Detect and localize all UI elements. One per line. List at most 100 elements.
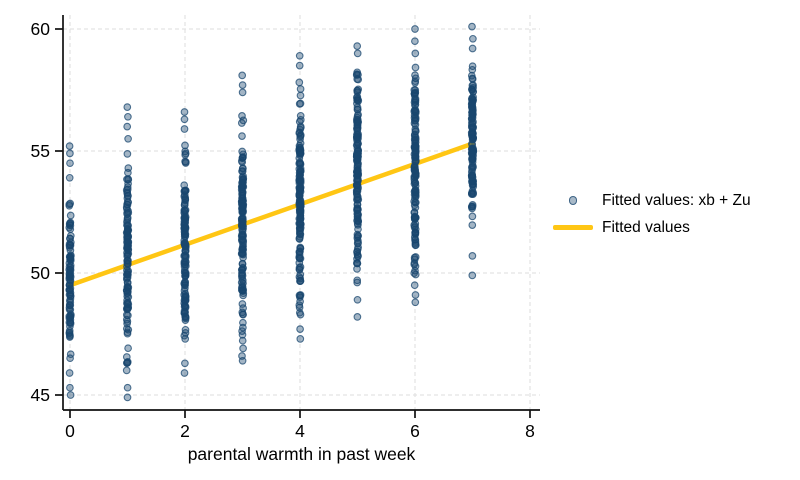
scatter-point [239, 344, 247, 353]
scatter-point [410, 165, 419, 174]
scatter-point [238, 71, 247, 80]
scatter-point [411, 142, 420, 150]
scatter-point [411, 291, 420, 299]
scatter-point [181, 325, 190, 334]
scatter-point [238, 330, 247, 339]
scatter-point [410, 135, 419, 144]
scatter-point [469, 144, 477, 153]
scatter-point [238, 352, 246, 360]
scatter-point [239, 323, 247, 332]
scatter-point [66, 301, 75, 310]
scatter-point [353, 195, 361, 204]
scatter-point [353, 68, 362, 77]
scatter-point [181, 294, 190, 302]
scatter-point [468, 271, 477, 280]
scatter-point [295, 303, 304, 312]
legend: Fitted values: xb + Zu Fitted values [553, 187, 751, 241]
scatter-point [411, 188, 420, 197]
scatter-point [296, 335, 305, 343]
scatter-point [411, 215, 419, 223]
scatter-point [181, 141, 189, 150]
scatter-point [66, 312, 74, 321]
scatter-point [181, 335, 190, 343]
scatter-point [180, 287, 189, 295]
scatter-point [411, 49, 420, 58]
scatter-point [467, 131, 476, 139]
y-tick-label: 50 [31, 263, 51, 283]
scatter-point [181, 254, 190, 262]
scatter-point [124, 325, 133, 334]
legend-item-line: Fitted values [553, 214, 751, 241]
scatter-point [238, 132, 246, 140]
scatter-point [353, 111, 362, 120]
scatter-point [124, 260, 132, 268]
scatter-point [238, 188, 247, 197]
scatter-point [468, 212, 477, 221]
scatter-point [238, 217, 246, 226]
scatter-point [411, 37, 419, 46]
scatter-point [295, 78, 304, 87]
scatter-point [468, 162, 476, 171]
scatter-point [123, 357, 132, 366]
scatter-point [353, 259, 362, 268]
scatter-point [353, 230, 362, 239]
x-tick-label: 0 [65, 421, 75, 441]
scatter-marker-icon [568, 196, 578, 205]
scatter-point [65, 173, 74, 182]
scatter-point [295, 219, 304, 228]
scatter-point [353, 156, 362, 165]
scatter-point [65, 142, 74, 150]
scatter-point [468, 187, 477, 195]
scatter-point [353, 154, 362, 162]
fitted-line [67, 141, 475, 288]
fitted-line-icon [553, 225, 593, 230]
scatter-point [124, 175, 132, 183]
scatter-point [65, 200, 74, 209]
scatter-point [353, 276, 362, 285]
scatter-point [296, 135, 304, 144]
scatter-point [411, 63, 420, 72]
scatter-point [123, 228, 132, 237]
scatter-point [123, 393, 132, 402]
scatter-point [354, 118, 362, 126]
scatter-point [181, 217, 189, 226]
scatter-point [353, 135, 361, 144]
scatter-point [123, 251, 132, 259]
scatter-point [181, 240, 189, 249]
scatter-point [411, 113, 420, 122]
scatter-point [123, 194, 132, 203]
scatter-point [123, 200, 131, 209]
scatter-point [296, 325, 304, 333]
scatter-point [468, 99, 476, 108]
scatter-point [180, 307, 189, 315]
x-tick-label: 8 [525, 421, 535, 441]
scatter-point [295, 259, 304, 267]
scatter-point [66, 159, 74, 168]
scatter-point [411, 107, 420, 116]
scatter-point [124, 303, 133, 312]
scatter-point [238, 179, 247, 188]
legend-label-scatter: Fitted values: xb + Zu [602, 191, 751, 209]
scatter-point [238, 271, 247, 280]
scatter-point [468, 204, 476, 213]
scatter-point [123, 122, 132, 131]
scatter-point [180, 191, 189, 199]
scatter-point [123, 213, 132, 222]
scatter-point [410, 281, 419, 290]
scatter-point [181, 196, 190, 205]
scatter-point [353, 248, 361, 256]
scatter-point [468, 221, 477, 229]
scatter-point [353, 313, 362, 321]
scatter-point [238, 173, 247, 182]
scatter-point [468, 172, 476, 181]
scatter-point [238, 336, 247, 345]
x-tick-label: 2 [180, 421, 190, 441]
scatter-point [469, 118, 477, 126]
scatter-point [239, 253, 247, 262]
scatter-point [180, 115, 189, 124]
scatter-point [124, 164, 133, 172]
scatter-point [295, 61, 304, 70]
scatter-point [411, 127, 420, 136]
scatter-point [123, 103, 132, 111]
